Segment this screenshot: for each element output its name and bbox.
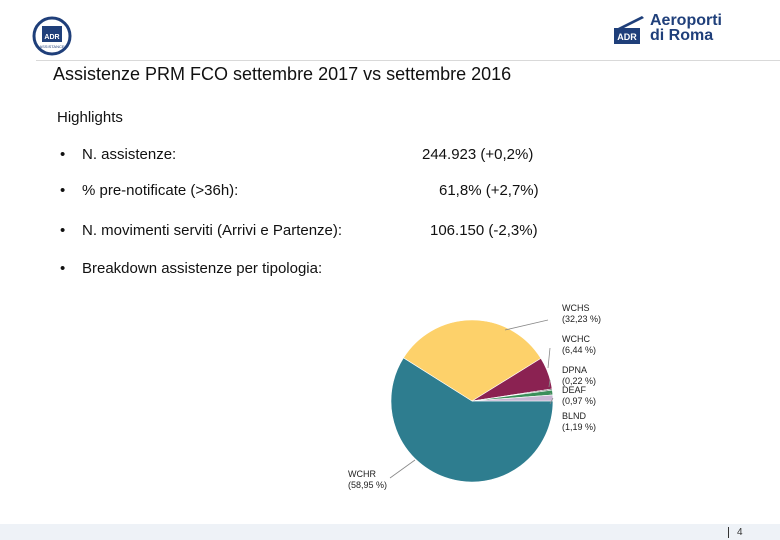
pie-slice-wchr — [390, 357, 554, 483]
slice-pct-deaf: (0,97 %) — [562, 396, 596, 406]
slice-pct-wchr: (58,95 %) — [348, 480, 387, 490]
slice-label-blnd: BLND — [562, 411, 587, 421]
aeroporti-di-roma-logo: ADR Aeroporti di Roma — [614, 12, 736, 46]
bullet-label: N. assistenze: — [82, 146, 177, 163]
bullet-movimenti: • N. movimenti serviti (Arrivi e Partenze… — [60, 222, 342, 242]
bullet-assistenze: • N. assistenze: — [60, 146, 176, 166]
slice-pct-wchs: (32,23 %) — [562, 314, 601, 324]
breakdown-pie-chart: WCHR (58,95 %) WCHS (32,23 %) WCHC (6,44 %) DP… — [300, 290, 630, 500]
leader-line-wchc — [547, 347, 551, 369]
brand-line-1: Aeroporti — [650, 12, 722, 29]
adr-right-badge-text: ADR — [617, 32, 637, 42]
pie-slice-wchs — [403, 319, 542, 402]
slice-label-dpna: DPNA — [562, 365, 587, 375]
leader-line-blnd — [549, 397, 554, 405]
bullet-breakdown: • Breakdown assistenze per tipologia: — [60, 260, 322, 280]
bullet-dot: • — [60, 182, 66, 199]
leader-line-wchr — [389, 459, 416, 479]
bullet-label: % pre-notificate (>36h): — [82, 182, 239, 199]
bullet-dot: • — [60, 222, 66, 239]
slice-pct-dpna: (0,22 %) — [562, 376, 596, 386]
slice-pct-blnd: (1,19 %) — [562, 422, 596, 432]
brand-line-2: di Roma — [650, 27, 714, 44]
page-number-text: 4 — [737, 527, 743, 539]
slice-label-wchs: WCHS — [562, 303, 590, 313]
adr-assistance-logo: ADR ASSISTANCE — [30, 14, 74, 58]
bullet-value-pre-notificate: 61,8% (+2,7%) — [439, 182, 539, 199]
bullet-dot: • — [60, 146, 66, 163]
adr-badge-text: ADR — [44, 34, 59, 41]
bullet-value-assistenze: 244.923 (+0,2%) — [422, 146, 534, 163]
adr-plane-icon: ADR — [614, 16, 644, 44]
leader-line-wchs — [504, 319, 549, 331]
leader-line-dpna — [548, 379, 551, 388]
slide-title: Assistenze PRM FCO settembre 2017 vs set… — [53, 64, 512, 84]
adr-assistance-logo-icon: ADR ASSISTANCE — [32, 16, 72, 56]
adr-sub-text: ASSISTANCE — [39, 44, 64, 49]
bullet-label: Breakdown assistenze per tipologia: — [82, 260, 323, 277]
footer-bar — [0, 524, 780, 540]
pie-chart-svg: WCHR(58,95 %) WCHS(32,23 %) WCHC(6,44 %) DP… — [348, 303, 601, 490]
bullet-dot: • — [60, 260, 66, 277]
slice-label-deaf: DEAF — [562, 385, 587, 395]
page-number-divider — [728, 527, 729, 538]
slice-pct-wchc: (6,44 %) — [562, 345, 596, 355]
header-divider — [36, 60, 780, 61]
slice-label-wchc: WCHC — [562, 334, 590, 344]
bullet-pre-notificate: • % pre-notificate (>36h): — [60, 182, 238, 202]
bullet-label: N. movimenti serviti (Arrivi e Partenze)… — [82, 222, 343, 239]
leader-line-deaf — [549, 392, 552, 395]
slice-label-wchr: WCHR — [348, 469, 376, 479]
highlights-heading: Highlights — [57, 109, 123, 126]
page-number: 4 — [728, 527, 743, 538]
bullet-value-movimenti: 106.150 (-2,3%) — [430, 222, 538, 239]
